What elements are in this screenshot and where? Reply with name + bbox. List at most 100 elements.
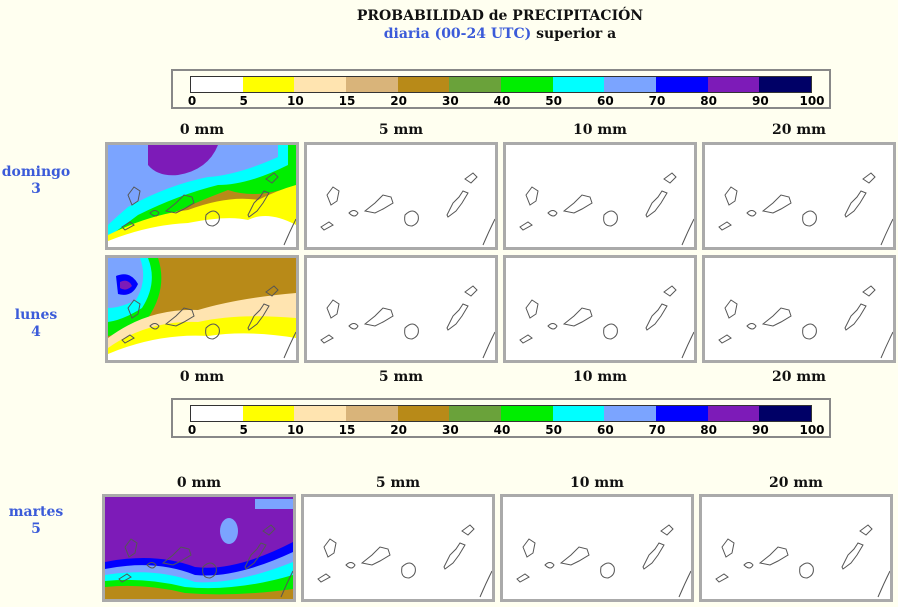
legend-tick-label: 70 bbox=[648, 94, 666, 108]
legend-swatch bbox=[242, 77, 295, 92]
color-legend-top: 0 5 10 15 20 30 40 50 60 70 80 90 100 bbox=[171, 69, 831, 109]
canary-islands-map bbox=[317, 524, 492, 598]
legend-tick-label: 20 bbox=[390, 423, 408, 437]
legend-tick-label: 60 bbox=[596, 423, 614, 437]
legend-tick-label: 0 bbox=[187, 94, 197, 108]
canary-islands-map bbox=[108, 258, 296, 360]
legend-swatch bbox=[552, 77, 605, 92]
legend-tick-label: 15 bbox=[338, 94, 356, 108]
map-panel-domingo-10mm[interactable] bbox=[503, 142, 697, 250]
legend-swatch bbox=[552, 406, 605, 421]
canary-islands-map bbox=[715, 524, 890, 598]
map-panel-lunes-20mm[interactable] bbox=[702, 255, 896, 363]
canary-islands-map bbox=[108, 145, 296, 247]
column-header-0mm: 0 mm bbox=[179, 122, 225, 138]
day-label-domingo: domingo 3 bbox=[0, 164, 72, 198]
color-legend-bottom: 0 5 10 15 20 30 40 50 60 70 80 90 100 bbox=[171, 398, 831, 438]
canary-islands-map bbox=[519, 285, 694, 359]
legend-swatch bbox=[242, 406, 295, 421]
legend-tick-label: 30 bbox=[441, 94, 459, 108]
legend-swatch bbox=[397, 77, 450, 92]
map-panel-domingo-20mm[interactable] bbox=[702, 142, 896, 250]
subtitle-threshold: superior a bbox=[531, 26, 617, 42]
legend-swatch bbox=[604, 77, 657, 92]
column-header-20mm: 20 mm bbox=[772, 122, 826, 138]
legend-swatch bbox=[346, 406, 398, 421]
legend-tick-label: 100 bbox=[799, 423, 825, 437]
legend-tick-label: 60 bbox=[596, 94, 614, 108]
canary-islands-map bbox=[519, 172, 694, 246]
legend-tick-label: 40 bbox=[493, 423, 511, 437]
column-header-5mm: 5 mm bbox=[378, 369, 424, 385]
map-panel-lunes-0mm[interactable] bbox=[105, 255, 299, 363]
legend-tick-label: 0 bbox=[187, 423, 197, 437]
map-panel-domingo-0mm[interactable] bbox=[105, 142, 299, 250]
legend-swatch bbox=[759, 406, 812, 421]
legend-swatch bbox=[707, 77, 760, 92]
legend-swatch bbox=[501, 77, 553, 92]
map-panel-lunes-10mm[interactable] bbox=[503, 255, 697, 363]
legend-tick-label: 20 bbox=[390, 94, 408, 108]
column-header-10mm: 10 mm bbox=[570, 475, 624, 491]
legend-swatch bbox=[449, 77, 502, 92]
legend-swatch bbox=[191, 406, 243, 421]
canary-islands-map bbox=[516, 524, 691, 598]
legend-swatch bbox=[656, 77, 708, 92]
column-header-20mm: 20 mm bbox=[772, 369, 826, 385]
day-name: martes bbox=[8, 504, 64, 520]
legend-tick-label: 10 bbox=[286, 94, 304, 108]
legend-tick-label: 50 bbox=[545, 423, 563, 437]
legend-tick-label: 90 bbox=[751, 94, 769, 108]
page-title: PROBABILIDAD de PRECIPITACIÓN bbox=[356, 8, 644, 24]
canary-islands-map bbox=[718, 172, 893, 246]
page-subtitle: diaria (00-24 UTC) superior a bbox=[0, 26, 898, 42]
day-number: 5 bbox=[31, 521, 41, 537]
column-header-20mm: 20 mm bbox=[769, 475, 823, 491]
column-header-5mm: 5 mm bbox=[375, 475, 421, 491]
column-header-0mm: 0 mm bbox=[176, 475, 222, 491]
legend-bar bbox=[190, 76, 812, 93]
canary-islands-map bbox=[320, 172, 495, 246]
legend-tick-label: 100 bbox=[799, 94, 825, 108]
column-header-10mm: 10 mm bbox=[573, 122, 627, 138]
legend-swatch bbox=[707, 406, 760, 421]
legend-tick-label: 5 bbox=[239, 423, 248, 437]
legend-tick-label: 80 bbox=[700, 423, 718, 437]
map-panel-martes-10mm[interactable] bbox=[500, 494, 694, 602]
legend-tick-label: 30 bbox=[441, 423, 459, 437]
legend-swatch bbox=[294, 406, 347, 421]
map-panel-martes-0mm[interactable] bbox=[102, 494, 296, 602]
day-label-lunes: lunes 4 bbox=[0, 307, 72, 341]
legend-swatch bbox=[604, 406, 657, 421]
legend-tick-label: 5 bbox=[239, 94, 248, 108]
day-label-martes: martes 5 bbox=[0, 504, 72, 538]
legend-swatch bbox=[294, 77, 347, 92]
legend-tick-label: 10 bbox=[286, 423, 304, 437]
legend-bar bbox=[190, 405, 812, 422]
day-name: lunes bbox=[14, 307, 58, 323]
legend-tick-label: 80 bbox=[700, 94, 718, 108]
map-panel-martes-5mm[interactable] bbox=[301, 494, 495, 602]
day-number: 4 bbox=[31, 324, 41, 340]
subtitle-period: diaria (00-24 UTC) bbox=[383, 26, 532, 42]
map-panel-lunes-5mm[interactable] bbox=[304, 255, 498, 363]
day-number: 3 bbox=[31, 181, 41, 197]
map-panel-domingo-5mm[interactable] bbox=[304, 142, 498, 250]
legend-swatch bbox=[759, 77, 812, 92]
legend-tick-label: 40 bbox=[493, 94, 511, 108]
canary-islands-map bbox=[105, 497, 293, 599]
day-name: domingo bbox=[1, 164, 71, 180]
legend-swatch bbox=[501, 406, 553, 421]
legend-tick-label: 90 bbox=[751, 423, 769, 437]
canary-islands-map bbox=[320, 285, 495, 359]
legend-swatch bbox=[656, 406, 708, 421]
legend-swatch bbox=[397, 406, 450, 421]
legend-swatch bbox=[191, 77, 243, 92]
legend-tick-label: 50 bbox=[545, 94, 563, 108]
legend-tick-label: 15 bbox=[338, 423, 356, 437]
column-header-10mm: 10 mm bbox=[573, 369, 627, 385]
column-header-5mm: 5 mm bbox=[378, 122, 424, 138]
legend-swatch bbox=[346, 77, 398, 92]
column-header-0mm: 0 mm bbox=[179, 369, 225, 385]
map-panel-martes-20mm[interactable] bbox=[699, 494, 893, 602]
